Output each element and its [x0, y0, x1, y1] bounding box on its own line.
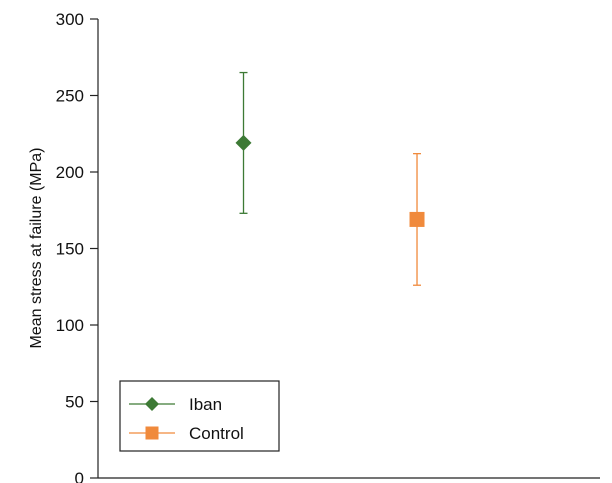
y-axis-label: Mean stress at failure (MPa) — [28, 148, 45, 349]
y-tick-label: 100 — [56, 316, 84, 335]
y-tick-label: 250 — [56, 87, 84, 106]
y-tick-label: 50 — [65, 393, 84, 412]
legend: Iban Control — [119, 380, 280, 452]
data-point-control — [409, 211, 425, 227]
y-tick-label: 300 — [56, 10, 84, 29]
y-tick-label: 0 — [75, 469, 84, 483]
legend-label: Iban — [189, 395, 222, 414]
series-iban — [235, 71, 252, 214]
legend-marker — [145, 397, 159, 411]
series-control — [409, 152, 425, 286]
legend-marker — [145, 426, 159, 440]
legend-item-iban: Iban — [129, 395, 222, 414]
y-tick-label: 200 — [56, 163, 84, 182]
legend-item-control: Control — [129, 424, 244, 443]
legend-label: Control — [189, 424, 244, 443]
y-tick-label: 150 — [56, 240, 84, 259]
data-marks — [235, 71, 425, 286]
data-point-iban — [235, 134, 252, 151]
y-axis-ticks: 0 50 100 150 200 250 300 — [56, 10, 98, 483]
